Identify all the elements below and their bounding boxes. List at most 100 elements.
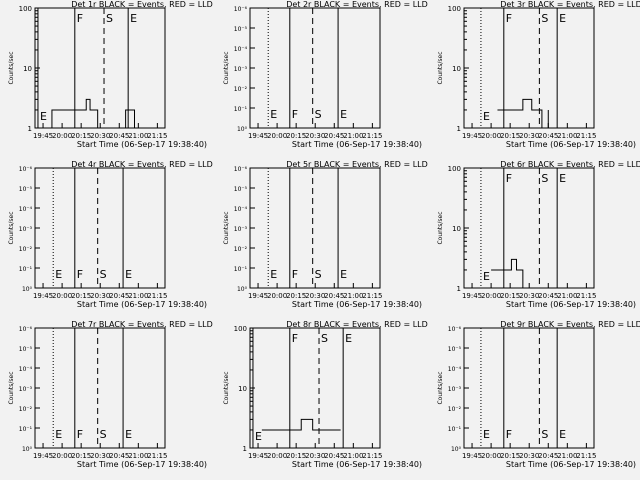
y-tick-label: 1 bbox=[457, 285, 461, 293]
y-tick-label: 10⁻¹ bbox=[19, 426, 33, 433]
x-tick-label: 20:15 bbox=[500, 452, 520, 460]
y-tick-label: 10 bbox=[452, 225, 461, 233]
x-tick-label: 21:00 bbox=[343, 452, 363, 460]
x-tick-label: 20:15 bbox=[71, 292, 91, 300]
panel-det-1r: Det 1r BLACK = Events, RED = LLD Counts/s… bbox=[8, 0, 213, 149]
x-tick-label: 20:30 bbox=[305, 132, 325, 140]
x-axis-label: Start Time (06-Sep-17 19:38:40) bbox=[506, 460, 636, 469]
x-tick-label: 20:30 bbox=[90, 132, 110, 140]
y-tick-label: 10⁻⁵ bbox=[19, 186, 33, 193]
panel-title: Det 7r BLACK = Events, RED = LLD bbox=[71, 320, 213, 329]
marker-label: E bbox=[270, 108, 277, 121]
x-tick-label: 20:45 bbox=[324, 132, 344, 140]
x-tick-label: 21:00 bbox=[557, 132, 577, 140]
x-tick-label: 19:45 bbox=[248, 452, 268, 460]
x-tick-label: 20:00 bbox=[267, 452, 287, 460]
y-tick-label: 10⁻¹ bbox=[19, 266, 33, 273]
y-tick-label: 10⁻² bbox=[19, 406, 33, 413]
marker-label: E bbox=[125, 428, 132, 441]
x-axis-label: Start Time (06-Sep-17 19:38:40) bbox=[77, 140, 207, 149]
x-tick-label: 20:30 bbox=[90, 292, 110, 300]
x-tick-label: 20:15 bbox=[286, 292, 306, 300]
y-tick-label: 10⁻³ bbox=[234, 66, 248, 73]
panel-det-6r: Det 6r BLACK = Events, RED = LLD Counts/s… bbox=[437, 160, 640, 309]
x-tick-label: 20:15 bbox=[71, 452, 91, 460]
x-tick-label: 19:45 bbox=[33, 452, 53, 460]
marker-label: E bbox=[559, 172, 566, 185]
x-tick-label: 20:15 bbox=[500, 292, 520, 300]
panel-title: Det 9r BLACK = Events, RED = LLD bbox=[500, 320, 640, 329]
y-tick-label: 1 bbox=[28, 125, 32, 133]
x-tick-label: 21:15 bbox=[576, 452, 596, 460]
marker-label: S bbox=[541, 428, 548, 441]
marker-label: E bbox=[340, 108, 347, 121]
x-tick-label: 21:00 bbox=[128, 292, 148, 300]
marker-label: E bbox=[270, 268, 277, 281]
x-tick-label: 20:45 bbox=[109, 132, 129, 140]
panel-title: Det 5r BLACK = Events, RED = LLD bbox=[286, 160, 428, 169]
x-tick-label: 19:45 bbox=[33, 292, 53, 300]
x-tick-label: 21:00 bbox=[343, 132, 363, 140]
marker-label: F bbox=[77, 268, 83, 281]
x-tick-label: 19:45 bbox=[248, 132, 268, 140]
y-tick-label: 10⁻⁴ bbox=[234, 46, 248, 53]
panel-title: Det 4r BLACK = Events, RED = LLD bbox=[71, 160, 213, 169]
x-tick-label: 19:45 bbox=[462, 452, 482, 460]
x-tick-label: 21:15 bbox=[147, 452, 167, 460]
x-axis-label: Start Time (06-Sep-17 19:38:40) bbox=[506, 300, 636, 309]
y-tick-label: 10⁰ bbox=[237, 126, 248, 133]
y-tick-label: 10⁻³ bbox=[19, 386, 33, 393]
x-tick-label: 21:00 bbox=[557, 292, 577, 300]
marker-label: E bbox=[40, 110, 47, 123]
x-tick-label: 20:00 bbox=[52, 452, 72, 460]
y-tick-label: 10⁻² bbox=[19, 246, 33, 253]
marker-label: S bbox=[100, 428, 107, 441]
y-tick-label: 10⁻² bbox=[234, 246, 248, 253]
x-tick-label: 19:45 bbox=[462, 292, 482, 300]
y-tick-label: 10⁻⁴ bbox=[234, 206, 248, 213]
x-tick-label: 20:30 bbox=[305, 292, 325, 300]
marker-label: F bbox=[506, 12, 512, 25]
x-tick-label: 21:00 bbox=[557, 452, 577, 460]
x-tick-label: 20:45 bbox=[109, 292, 129, 300]
marker-label: E bbox=[340, 268, 347, 281]
y-tick-label: 10⁻⁶ bbox=[448, 326, 462, 333]
y-axis-label: Counts/sec bbox=[223, 371, 230, 404]
y-tick-label: 10⁻³ bbox=[19, 226, 33, 233]
x-axis-label: Start Time (06-Sep-17 19:38:40) bbox=[77, 460, 207, 469]
x-axis-label: Start Time (06-Sep-17 19:38:40) bbox=[292, 460, 422, 469]
panel-det-8r: Det 8r BLACK = Events, RED = LLD Counts/s… bbox=[223, 320, 428, 469]
x-tick-label: 21:15 bbox=[362, 452, 382, 460]
panel-det-4r: Det 4r BLACK = Events, RED = LLD Counts/s… bbox=[8, 160, 213, 309]
marker-label: S bbox=[100, 268, 107, 281]
x-tick-label: 20:00 bbox=[52, 132, 72, 140]
marker-label: F bbox=[292, 332, 298, 345]
x-tick-label: 21:15 bbox=[576, 292, 596, 300]
marker-label: F bbox=[506, 428, 512, 441]
y-tick-label: 100 bbox=[448, 5, 461, 13]
events-series bbox=[491, 258, 524, 288]
y-tick-label: 10⁰ bbox=[22, 286, 33, 293]
panel-title: Det 2r BLACK = Events, RED = LLD bbox=[286, 0, 428, 9]
x-tick-label: 20:30 bbox=[305, 452, 325, 460]
marker-label: E bbox=[130, 12, 137, 25]
panel-det-3r: Det 3r BLACK = Events, RED = LLD Counts/s… bbox=[437, 0, 640, 149]
y-tick-label: 10 bbox=[452, 65, 461, 73]
x-tick-label: 20:15 bbox=[500, 132, 520, 140]
x-tick-label: 21:00 bbox=[343, 292, 363, 300]
y-tick-label: 10⁻² bbox=[448, 406, 462, 413]
x-axis-label: Start Time (06-Sep-17 19:38:40) bbox=[506, 140, 636, 149]
panel-det-9r: Det 9r BLACK = Events, RED = LLD Counts/s… bbox=[437, 320, 640, 469]
marker-label: E bbox=[483, 270, 490, 283]
panel-det-7r: Det 7r BLACK = Events, RED = LLD Counts/s… bbox=[8, 320, 213, 469]
y-tick-label: 10⁻⁶ bbox=[234, 166, 248, 173]
y-tick-label: 10⁰ bbox=[451, 446, 462, 453]
panel-title: Det 8r BLACK = Events, RED = LLD bbox=[286, 320, 428, 329]
x-tick-label: 20:45 bbox=[538, 292, 558, 300]
y-tick-label: 10⁻⁴ bbox=[448, 366, 462, 373]
events-series bbox=[497, 98, 549, 129]
x-tick-label: 20:15 bbox=[71, 132, 91, 140]
x-tick-label: 20:45 bbox=[324, 452, 344, 460]
y-axis-label: Counts/sec bbox=[223, 211, 230, 244]
